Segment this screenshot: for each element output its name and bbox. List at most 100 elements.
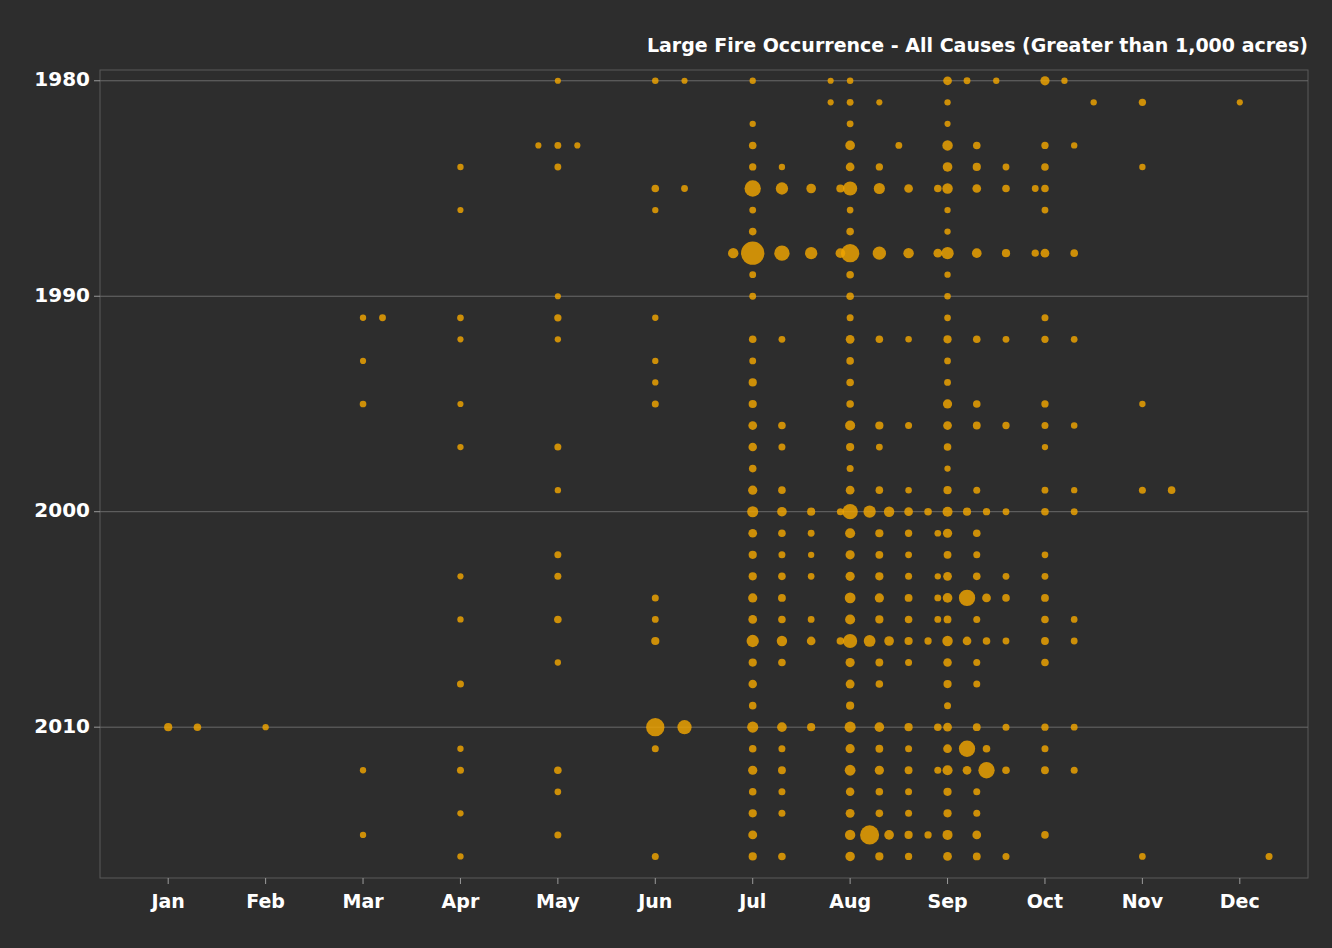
bubble [774, 245, 789, 260]
bubble [555, 788, 562, 795]
bubble [747, 635, 759, 647]
bubble [1061, 78, 1067, 84]
bubble [845, 830, 855, 840]
bubble [924, 508, 932, 516]
bubble [457, 853, 463, 859]
bubble [904, 637, 912, 645]
bubble [1041, 336, 1048, 343]
tick-mark [168, 878, 169, 884]
bubble [457, 401, 463, 407]
bubble [1041, 163, 1049, 171]
bubble [778, 810, 785, 817]
bubble [457, 444, 463, 450]
bubble [963, 508, 971, 516]
bubble [943, 593, 953, 603]
bubble [905, 551, 912, 558]
bubble [895, 142, 902, 149]
bubble [934, 530, 941, 537]
bubble [846, 335, 855, 344]
bubble [1071, 508, 1078, 515]
bubble [1032, 249, 1039, 256]
bubble [728, 248, 738, 258]
bubble [652, 400, 659, 407]
bubble [943, 572, 952, 581]
bubble [1041, 766, 1049, 774]
plot-frame [100, 70, 1308, 878]
bubble [972, 184, 981, 193]
bubble [847, 120, 854, 127]
bubble [808, 552, 814, 558]
bubble [1168, 486, 1176, 494]
bubble [164, 723, 172, 731]
bubble [778, 422, 786, 430]
bubble [973, 723, 981, 731]
bubble [846, 572, 855, 581]
bubble [1042, 207, 1049, 214]
tick-mark [850, 878, 851, 884]
bubble [963, 766, 972, 775]
tick-mark [94, 296, 100, 297]
tick-mark [94, 727, 100, 728]
bubble [846, 702, 854, 710]
bubble [904, 723, 912, 731]
bubble [360, 358, 366, 364]
bubble [677, 720, 691, 734]
bubble [846, 271, 854, 279]
bubble [847, 314, 854, 321]
bubble [943, 486, 951, 494]
bubble [457, 336, 463, 342]
tick-label: 1990 [34, 283, 90, 307]
bubble [876, 810, 884, 818]
bubble [1041, 659, 1049, 667]
tick-label: Sep [927, 890, 967, 912]
bubble [778, 659, 786, 667]
bubble [652, 358, 658, 364]
bubble [959, 590, 975, 606]
tick-label: Apr [442, 890, 480, 912]
bubble [1042, 573, 1049, 580]
bubble [807, 637, 816, 646]
bubble [944, 358, 951, 365]
bubble [876, 788, 884, 796]
bubble [1139, 487, 1146, 494]
bubble [778, 529, 786, 537]
bubble [1003, 638, 1010, 645]
bubble [681, 185, 688, 192]
bubble [845, 852, 854, 861]
bubble [983, 745, 991, 753]
bubble [748, 486, 757, 495]
bubble [934, 767, 941, 774]
bubble [360, 832, 366, 838]
bubble [874, 183, 885, 194]
bubble [943, 162, 953, 172]
bubble [805, 247, 817, 259]
bubble [884, 506, 894, 516]
bubble [778, 745, 785, 752]
y-axis: 1980199020002010 [34, 67, 1308, 737]
tick-label: Mar [342, 890, 384, 912]
tick-mark [655, 878, 656, 884]
bubble [749, 293, 756, 300]
bubble [846, 680, 855, 689]
bubble [1041, 508, 1049, 516]
bubble [808, 530, 815, 537]
bubble [554, 831, 561, 838]
grid-line [100, 80, 1308, 81]
tick-mark [1142, 878, 1143, 884]
bubble [905, 745, 912, 752]
bubble [1041, 724, 1048, 731]
bubble [904, 507, 913, 516]
bubble [973, 810, 980, 817]
tick-mark [265, 878, 266, 884]
background [0, 0, 1332, 948]
tick-label: Dec [1220, 890, 1260, 912]
bubble [875, 421, 883, 429]
bubble [973, 659, 980, 666]
tick-label: 2010 [34, 714, 90, 738]
bubble [875, 766, 884, 775]
bubble [860, 825, 879, 844]
bubble [1139, 853, 1146, 860]
bubble [904, 184, 913, 193]
bubble [747, 722, 758, 733]
bubble [806, 184, 816, 194]
